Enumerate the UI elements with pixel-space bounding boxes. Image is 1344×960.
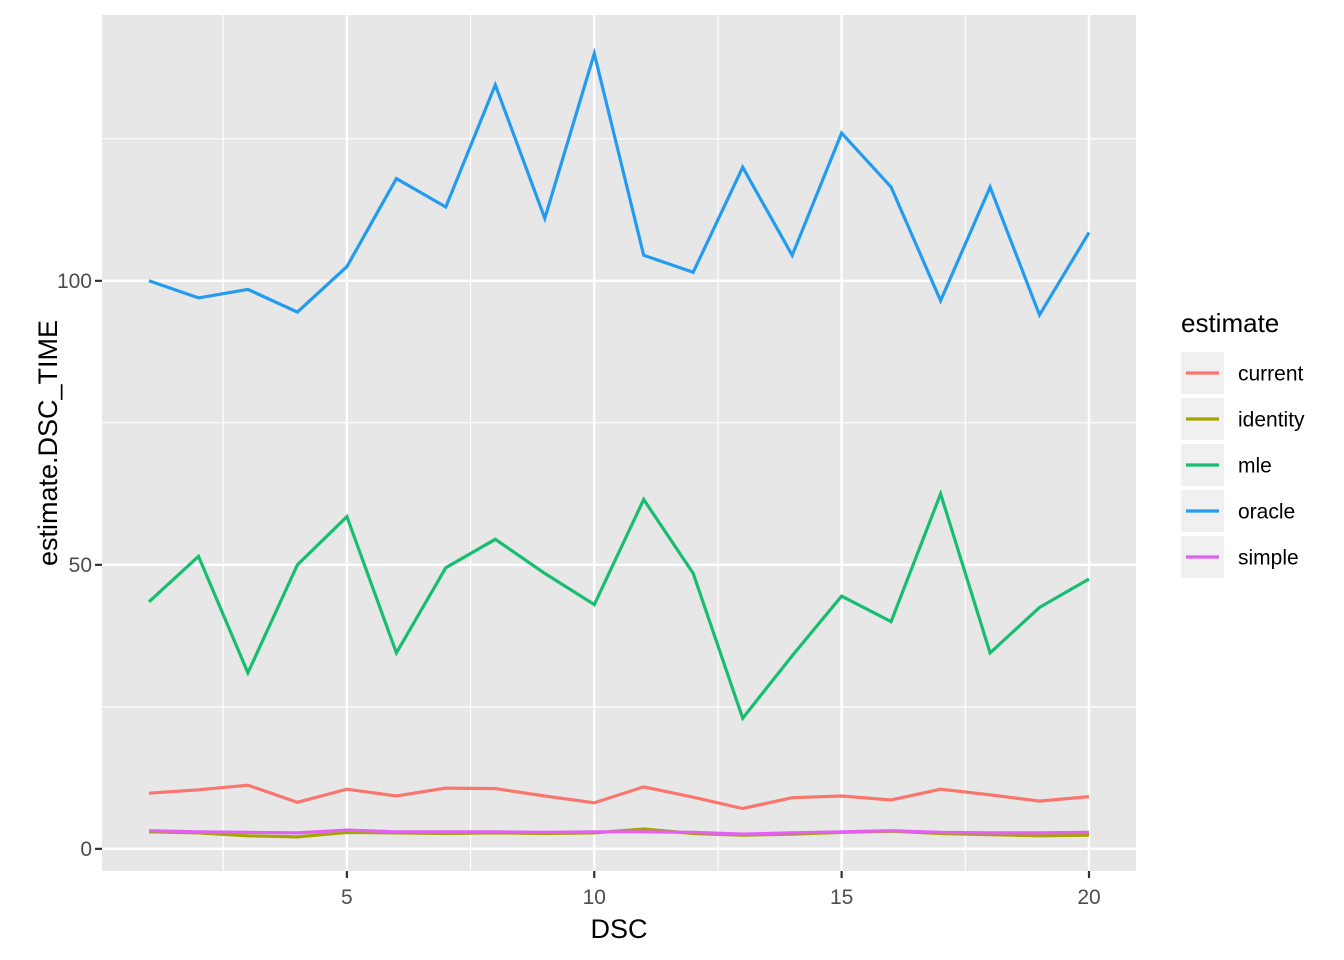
series-layer <box>147 47 1091 839</box>
series-line-mle <box>147 488 1090 722</box>
x-tick-label: 20 <box>1077 886 1100 909</box>
x-axis-title: DSC <box>590 914 647 944</box>
legend-label-current: current <box>1238 363 1304 386</box>
x-tick-label: 10 <box>583 886 606 909</box>
series-line-current <box>148 783 1090 811</box>
legend-label-mle: mle <box>1238 455 1272 478</box>
legend-label-identity: identity <box>1238 409 1305 432</box>
series-line-oracle <box>148 47 1091 319</box>
y-tick-label: 0 <box>80 838 92 861</box>
panel-layer <box>102 15 1136 871</box>
axis-layer: 5 10 15 20 0 50 100 <box>57 270 1101 909</box>
legend-title: estimate <box>1181 308 1279 338</box>
legend-label-oracle: oracle <box>1238 501 1295 524</box>
legend-items: current identity mle oracle simple <box>1181 352 1305 578</box>
y-tick-label: 50 <box>69 554 92 577</box>
legend: estimate current identity mle oracle simple <box>1181 308 1305 578</box>
x-tick-label: 5 <box>341 886 353 909</box>
plot-panel <box>102 15 1136 871</box>
series-line-simple <box>148 828 1090 836</box>
legend-label-simple: simple <box>1238 547 1299 570</box>
y-axis-title: estimate.DSC_TIME <box>33 320 63 566</box>
y-tick-label: 100 <box>57 270 92 293</box>
x-tick-label: 15 <box>830 886 853 909</box>
